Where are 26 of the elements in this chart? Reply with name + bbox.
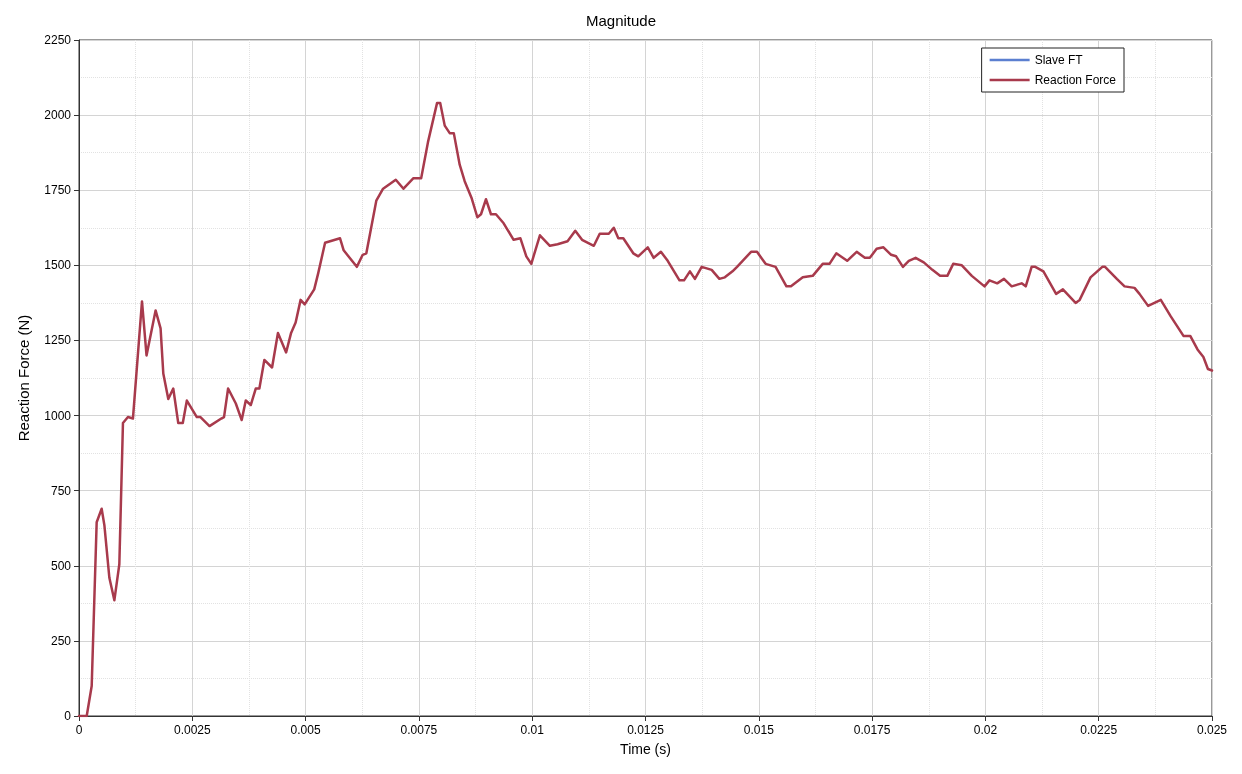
x-tick-label: 0.0025: [173, 723, 211, 737]
y-tick-label: 1750: [44, 183, 72, 198]
y-tick-label: 750: [50, 483, 72, 498]
y-tick-label: 0: [64, 709, 72, 723]
x-tick-label: 0.025: [1196, 723, 1228, 737]
y-tick-label: 2000: [44, 108, 72, 123]
x-tick-label: 0.005: [290, 723, 321, 737]
x-tick-label: 0.015: [743, 723, 775, 737]
x-tick-label: 0: [75, 723, 83, 737]
x-tick-label: 0.0225: [1080, 723, 1118, 737]
y-axis-title: Reaction Force (N): [15, 314, 32, 442]
y-tick-label: 1000: [44, 408, 72, 423]
y-tick-label: 500: [50, 558, 72, 573]
chart-title: Magnitude: [585, 12, 657, 29]
x-tick-label: 0.02: [973, 723, 998, 737]
x-axis-title: Time (s): [620, 741, 671, 757]
legend-label: Reaction Force: [1034, 73, 1117, 87]
y-tick-label: 1500: [44, 258, 72, 273]
x-tick-label: 0.0075: [400, 723, 438, 737]
y-tick-label: 250: [50, 633, 72, 648]
y-tick-label: 1250: [44, 333, 72, 348]
x-tick-label: 0.01: [520, 723, 545, 737]
legend-label: Slave FT: [1034, 53, 1084, 67]
y-tick-label: 2250: [44, 33, 72, 47]
x-tick-label: 0.0125: [627, 723, 665, 737]
x-tick-label: 0.0175: [853, 723, 891, 737]
